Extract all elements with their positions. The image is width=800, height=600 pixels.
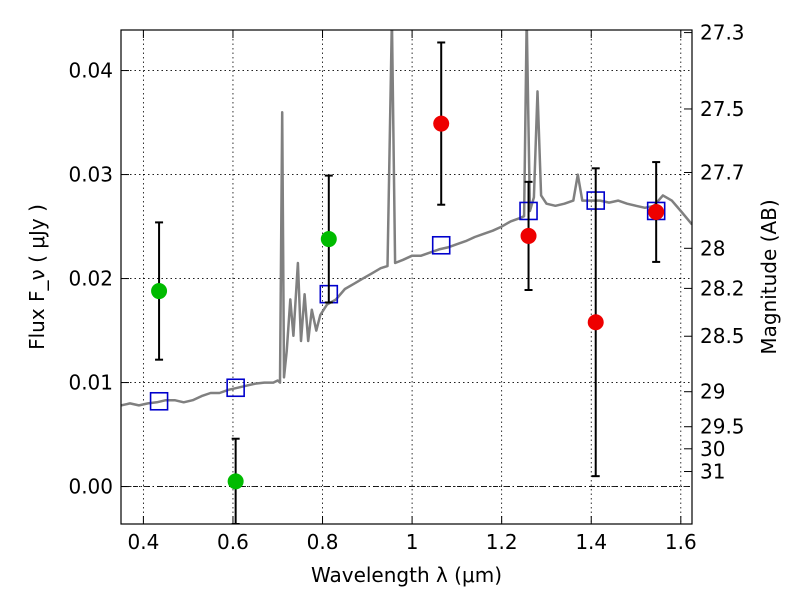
y-tick-label: 0.02 xyxy=(68,267,113,291)
photometry-point xyxy=(648,204,665,220)
y-tick-label: 0.03 xyxy=(68,163,113,187)
magnitude-tick-label: 29 xyxy=(700,380,725,404)
x-tick-label: 0.6 xyxy=(217,530,249,554)
magnitude-tick-label: 29.5 xyxy=(700,415,745,439)
x-axis-label: Wavelength λ (μm) xyxy=(311,563,502,587)
plot-area xyxy=(121,30,692,524)
photometry-point xyxy=(433,115,450,132)
y-tick-label: 0.01 xyxy=(68,371,113,395)
x-tick-label: 1.2 xyxy=(486,530,518,554)
magnitude-tick-label: 28.2 xyxy=(700,276,745,300)
magnitude-tick-label: 31 xyxy=(700,460,725,484)
model-spectrum-line xyxy=(121,30,692,407)
y-tick-label: 0.00 xyxy=(68,475,113,499)
magnitude-tick-label: 27.7 xyxy=(700,160,745,184)
photometry-point xyxy=(320,231,337,248)
x-tick-label: 1 xyxy=(406,530,419,554)
right-axis-label: Magnitude (AB) xyxy=(757,199,781,354)
magnitude-tick-label: 27.5 xyxy=(700,97,745,121)
x-tick-label: 1.6 xyxy=(665,530,697,554)
y-tick-label: 0.04 xyxy=(68,59,113,83)
x-tick-label: 0.8 xyxy=(307,530,339,554)
model-square-marker xyxy=(149,391,169,411)
photometry-point xyxy=(520,227,537,244)
x-tick-label: 0.4 xyxy=(127,530,159,554)
magnitude-tick-label: 28.5 xyxy=(700,324,745,348)
photometry-point xyxy=(227,473,244,490)
y-axis-label: Flux F_ν ( μJy ) xyxy=(25,204,49,350)
plot-frame xyxy=(120,29,693,525)
magnitude-tick-label: 28 xyxy=(700,236,725,260)
magnitude-tick-label: 27.3 xyxy=(700,21,745,45)
model-square-marker xyxy=(226,378,245,398)
model-square-marker xyxy=(431,235,451,255)
magnitude-tick-label: 30 xyxy=(700,437,725,461)
photometry-point xyxy=(587,314,604,331)
x-tick-label: 1.4 xyxy=(575,530,607,554)
grid-lines xyxy=(121,30,692,524)
axis-ticks: 0.4 0.6 0.8 1 1.2 1.4 1.6 0.00 0.01 0.02 0.03 0.04 2… xyxy=(68,21,744,554)
photometry-point xyxy=(151,283,168,300)
